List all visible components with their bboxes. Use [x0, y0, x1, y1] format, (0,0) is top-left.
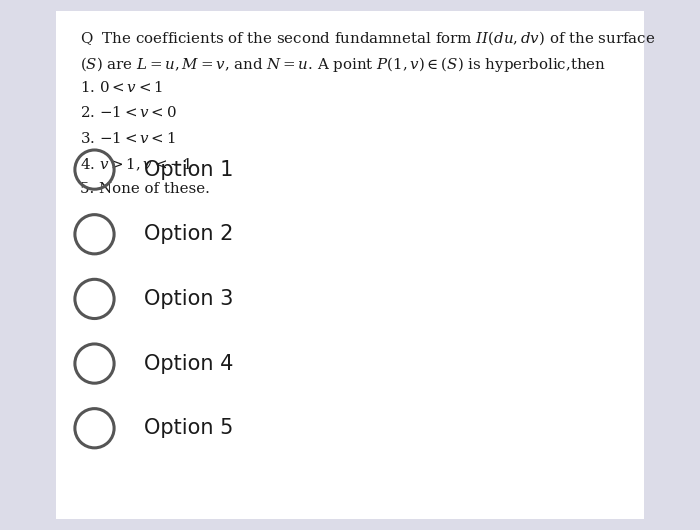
Text: Q  The coefficients of the second fundamnetal form $II(du, dv)$ of the surface: Q The coefficients of the second fundamn… — [80, 29, 656, 47]
Text: 2. $-1 < v < 0$: 2. $-1 < v < 0$ — [80, 105, 177, 120]
FancyBboxPatch shape — [56, 11, 644, 519]
Text: $(S)$ are $L = u, M = v$, and $N = u$. A point $P(1, v) \in (S)$ is hyperbolic,t: $(S)$ are $L = u, M = v$, and $N = u$. A… — [80, 55, 606, 74]
Text: 5. None of these.: 5. None of these. — [80, 182, 211, 196]
Text: Option 5: Option 5 — [144, 418, 233, 438]
Text: 3. $-1 < v < 1$: 3. $-1 < v < 1$ — [80, 131, 176, 146]
Text: 1. $0 < v < 1$: 1. $0 < v < 1$ — [80, 80, 164, 95]
Text: 4. $v > 1, v < -1$: 4. $v > 1, v < -1$ — [80, 156, 193, 173]
Text: Option 1: Option 1 — [144, 160, 233, 180]
Text: Option 3: Option 3 — [144, 289, 233, 309]
Text: Option 4: Option 4 — [144, 354, 233, 374]
Text: Option 2: Option 2 — [144, 224, 233, 244]
